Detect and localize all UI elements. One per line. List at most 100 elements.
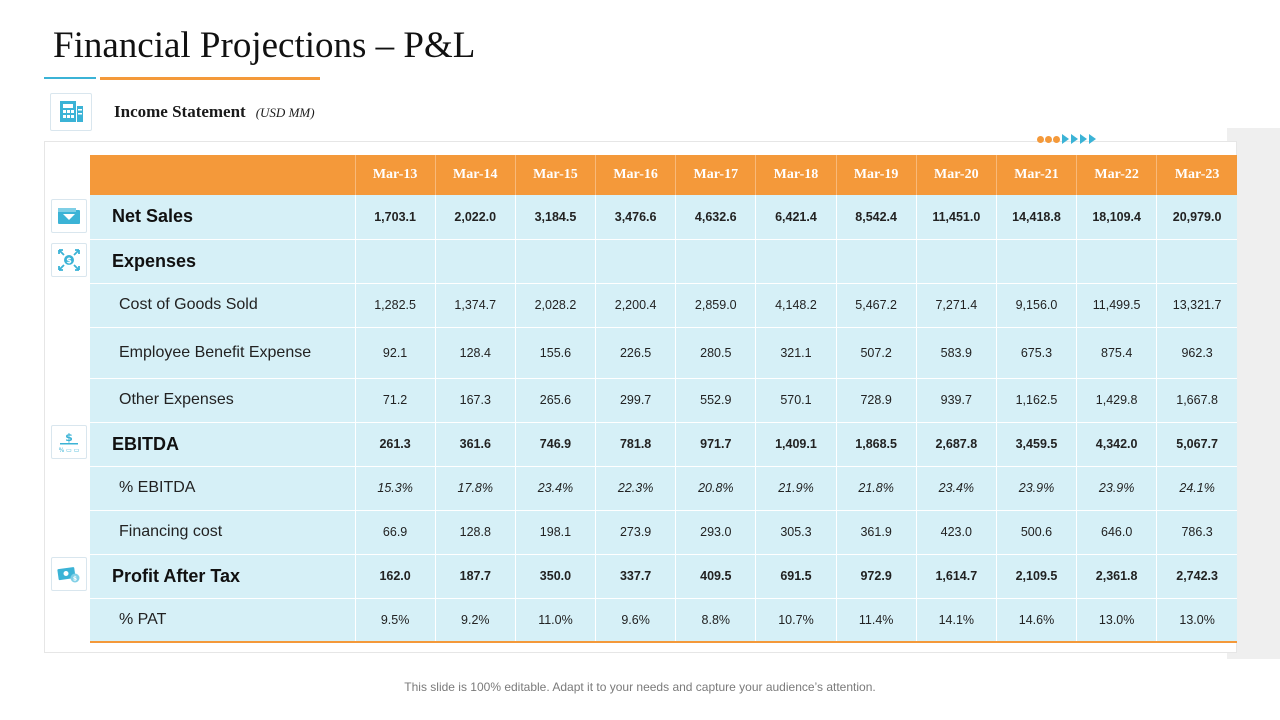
page-title: Financial Projections – P&L [53,25,476,66]
value-cell [835,238,917,284]
value-cell [995,238,1077,284]
value-cell: 500.6 [995,510,1077,555]
value-cell [595,238,676,284]
value-cell: 570.1 [755,378,837,423]
value-cell: 1,703.1 [354,195,436,240]
value-cell: 11.4% [835,598,917,643]
value-cell: 9.5% [354,598,436,643]
table-row: Profit After Tax 162.0 187.7 350.0 337.7 409.… [90,553,1237,599]
value-cell: 1,409.1 [755,421,837,467]
value-cell: 1,162.5 [995,378,1077,423]
value-cell: 11,451.0 [915,195,997,240]
value-cell [514,238,596,284]
value-cell: 13.0% [1076,598,1157,643]
value-cell: 187.7 [434,553,516,599]
value-cell: 273.9 [595,510,676,555]
value-cell: 781.8 [595,421,676,467]
row-label: Other Expenses [90,378,356,423]
value-cell [755,238,837,284]
value-cell: 265.6 [514,378,596,423]
value-cell: 971.7 [675,421,756,467]
value-cell: 1,868.5 [835,421,917,467]
table-header-row: Mar-13 Mar-14 Mar-15 Mar-16 Mar-17 Mar-1… [90,155,1237,195]
value-cell: 23.4% [915,466,997,511]
value-cell: 646.0 [1076,510,1157,555]
value-cell: 20,979.0 [1156,195,1237,240]
value-cell: 691.5 [755,553,837,599]
table-row: Expenses [90,238,1237,284]
value-cell: 5,467.2 [835,283,917,328]
value-cell: 10.7% [755,598,837,643]
dot-icon [1037,135,1044,143]
dollar-percent-icon: $ % ▭ ▭ [51,425,87,459]
dot-icon [1053,135,1060,143]
value-cell: 2,742.3 [1156,553,1237,599]
value-cell: 92.1 [354,327,436,379]
value-cell: 128.8 [434,510,516,555]
value-cell [1156,238,1237,284]
value-cell: 4,632.6 [675,195,756,240]
svg-text:$: $ [65,431,73,444]
value-cell: 13,321.7 [1156,283,1237,328]
value-cell: 350.0 [514,553,596,599]
value-cell: 4,148.2 [755,283,837,328]
dot-icon [1045,135,1052,143]
value-cell: 21.8% [835,466,917,511]
value-cell: 1,667.8 [1156,378,1237,423]
value-cell: 21.9% [755,466,837,511]
column-header: Mar-13 [354,155,436,195]
header-blank-cell [90,155,356,195]
value-cell: 361.6 [434,421,516,467]
value-cell: 14.6% [995,598,1077,643]
value-cell: 155.6 [514,327,596,379]
arrow-icon [1089,134,1096,144]
value-cell: 24.1% [1156,466,1237,511]
value-cell: 2,200.4 [595,283,676,328]
cash-icon: $ [51,557,87,591]
value-cell [1076,238,1157,284]
footer-note: This slide is 100% editable. Adapt it to… [404,680,876,694]
table-row: EBITDA 261.3 361.6 746.9 781.8 971.7 1,409.1 1,… [90,421,1237,467]
column-header: Mar-17 [675,155,756,195]
value-cell: 962.3 [1156,327,1237,379]
table-row: Cost of Goods Sold 1,282.5 1,374.7 2,028.2 2… [90,283,1237,328]
value-cell: 3,459.5 [995,421,1077,467]
value-cell: 5,067.7 [1156,421,1237,467]
column-header: Mar-15 [514,155,596,195]
value-cell: 583.9 [915,327,997,379]
chevron-arrows-decoration [1037,134,1096,144]
table-row: Financing cost 66.9 128.8 198.1 273.9 293.0 30… [90,510,1237,555]
svg-text:$: $ [66,256,72,265]
column-header: Mar-22 [1076,155,1157,195]
value-cell: 675.3 [995,327,1077,379]
row-label: Expenses [90,238,356,284]
table-row: % PAT 9.5% 9.2% 11.0% 9.6% 8.8% 10.7% 11.4% 14.1… [90,598,1237,643]
svg-text:$: $ [73,576,77,583]
value-cell: 299.7 [595,378,676,423]
value-cell: 875.4 [1076,327,1157,379]
arrow-icon [1080,134,1087,144]
row-label: Net Sales [90,195,356,240]
value-cell: 728.9 [835,378,917,423]
value-cell: 293.0 [675,510,756,555]
value-cell: 8.8% [675,598,756,643]
value-cell: 2,109.5 [995,553,1077,599]
value-cell: 361.9 [835,510,917,555]
value-cell: 11.0% [514,598,596,643]
value-cell: 226.5 [595,327,676,379]
value-cell: 261.3 [354,421,436,467]
value-cell: 552.9 [675,378,756,423]
value-cell: 4,342.0 [1076,421,1157,467]
row-label: Cost of Goods Sold [90,283,356,328]
value-cell [434,238,516,284]
value-cell: 337.7 [595,553,676,599]
value-cell: 972.9 [835,553,917,599]
calculator-document-icon [50,93,92,131]
title-underline-blue [44,77,96,79]
title-underline-orange [100,77,320,80]
table-row: Other Expenses 71.2 167.3 265.6 299.7 552.9 57… [90,378,1237,423]
value-cell: 786.3 [1156,510,1237,555]
value-cell: 9,156.0 [995,283,1077,328]
row-label: % EBITDA [90,466,356,511]
table-row: % EBITDA 15.3% 17.8% 23.4% 22.3% 20.8% 21.9% 21… [90,466,1237,511]
